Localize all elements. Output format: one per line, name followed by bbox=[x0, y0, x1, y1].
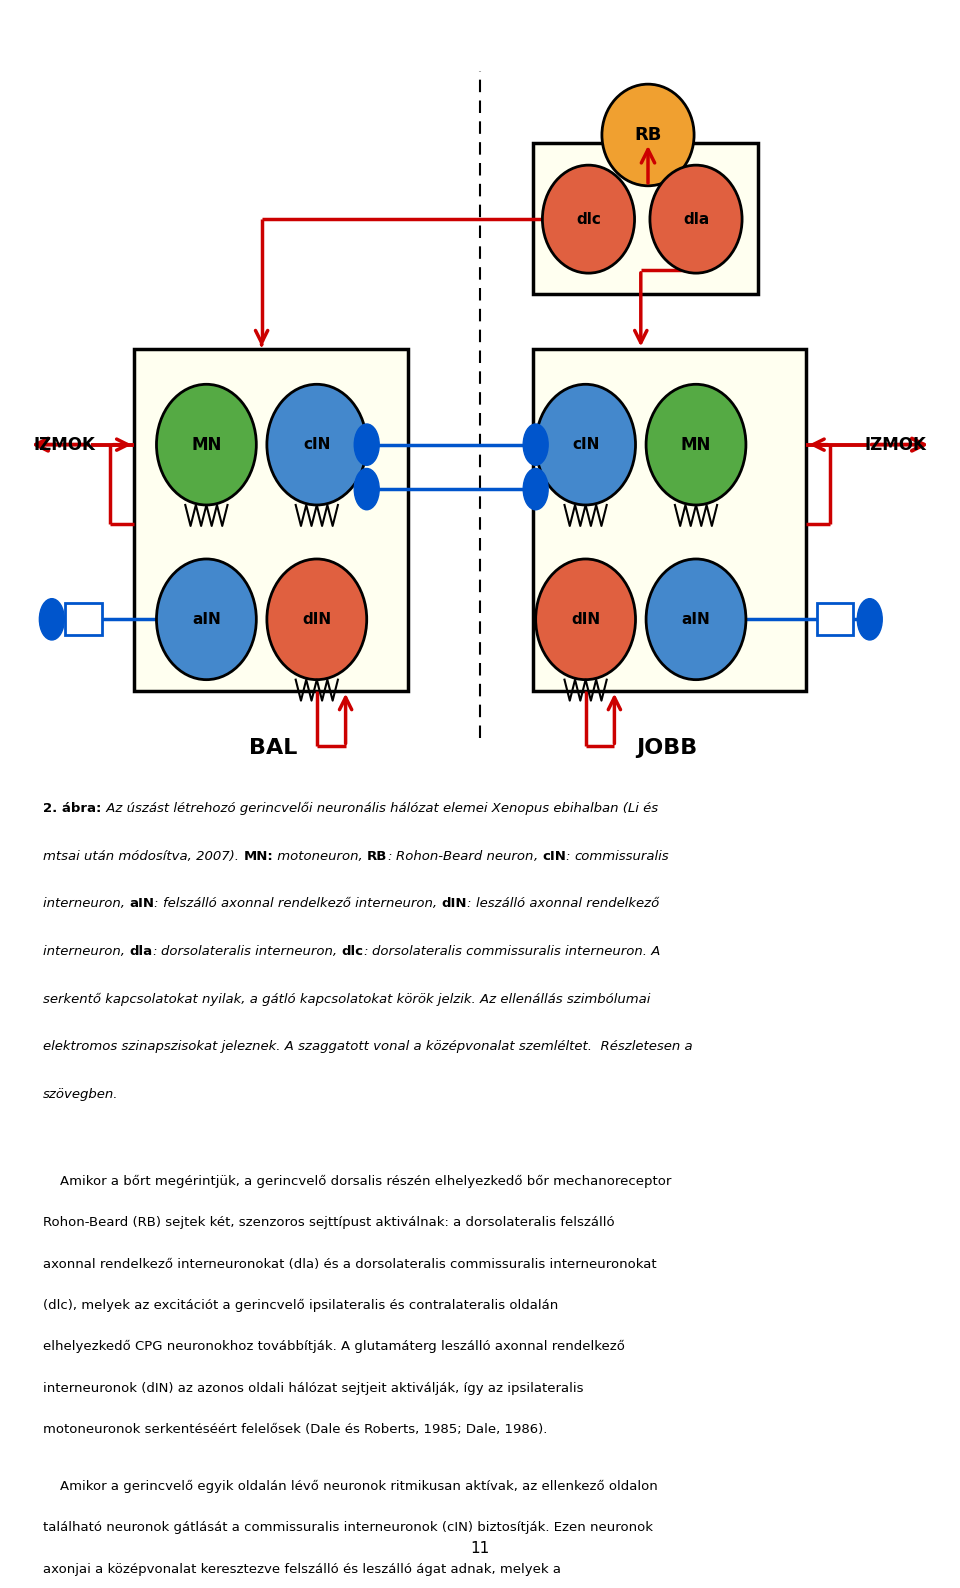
Text: leszálló axonnal rendelkező: leszálló axonnal rendelkező bbox=[476, 897, 660, 910]
Ellipse shape bbox=[267, 384, 367, 505]
Text: Az úszást létrehozó gerincvelői neuronális hálózat elemei Xenopus ebihalban (Li : Az úszást létrehozó gerincvelői neuronál… bbox=[102, 802, 658, 815]
Text: :: : bbox=[364, 945, 372, 958]
Text: elektromos szinapszisokat jeleznek. A szaggatott vonal a középvonalat szemléltet: elektromos szinapszisokat jeleznek. A sz… bbox=[43, 1040, 693, 1053]
Text: :: : bbox=[566, 850, 575, 862]
Bar bbox=[817, 603, 853, 635]
Ellipse shape bbox=[536, 559, 636, 680]
Ellipse shape bbox=[602, 84, 694, 186]
Text: dla: dla bbox=[683, 211, 709, 227]
Text: cIN: cIN bbox=[303, 437, 330, 453]
Text: MN: MN bbox=[191, 435, 222, 454]
Text: dorsolateralis commissuralis interneuron. A: dorsolateralis commissuralis interneuron… bbox=[372, 945, 660, 958]
Circle shape bbox=[354, 468, 379, 510]
Text: cIN: cIN bbox=[542, 850, 566, 862]
Text: serkentő kapcsolatokat nyilak, a gátló kapcsolatokat körök jelzik. Az ellenállás: serkentő kapcsolatokat nyilak, a gátló k… bbox=[43, 992, 651, 1005]
Text: aIN: aIN bbox=[682, 611, 710, 627]
Text: Amikor a bőrt megérintjük, a gerincvelő dorsalis részén elhelyezkedő bőr mechano: Amikor a bőrt megérintjük, a gerincvelő … bbox=[43, 1175, 672, 1188]
Text: dorsolateralis interneuron,: dorsolateralis interneuron, bbox=[161, 945, 342, 958]
Text: interneuronok (dIN) az azonos oldali hálózat sejtjeit aktiválják, így az ipsilat: interneuronok (dIN) az azonos oldali hál… bbox=[43, 1382, 584, 1394]
Bar bbox=[65, 603, 102, 635]
Text: Rohon-Beard neuron: Rohon-Beard neuron bbox=[396, 850, 534, 862]
Text: 2. ábra:: 2. ábra: bbox=[43, 802, 102, 815]
Text: mtsai után módosítva, 2007).: mtsai után módosítva, 2007). bbox=[43, 850, 244, 862]
Circle shape bbox=[39, 599, 64, 640]
Text: (dlc), melyek az excitációt a gerincvelő ipsilateralis és contralateralis oldalá: (dlc), melyek az excitációt a gerincvelő… bbox=[43, 1299, 559, 1312]
Text: RB: RB bbox=[635, 125, 661, 145]
Text: dIN: dIN bbox=[571, 611, 600, 627]
Text: felszálló axonnal rendelkező interneuron,: felszálló axonnal rendelkező interneuron… bbox=[163, 897, 442, 910]
Text: 11: 11 bbox=[470, 1540, 490, 1556]
Text: interneuron,: interneuron, bbox=[43, 897, 130, 910]
Text: Amikor a gerincvelő egyik oldalán lévő neuronok ritmikusan aktívak, az ellenkező: Amikor a gerincvelő egyik oldalán lévő n… bbox=[43, 1480, 658, 1493]
Text: BAL: BAL bbox=[250, 738, 298, 759]
Text: motoneuron,: motoneuron, bbox=[274, 850, 368, 862]
Text: :: : bbox=[155, 897, 163, 910]
Ellipse shape bbox=[542, 165, 635, 273]
Text: dlc: dlc bbox=[576, 211, 601, 227]
Text: dIN: dIN bbox=[302, 611, 331, 627]
Circle shape bbox=[523, 468, 548, 510]
Text: Rohon-Beard (RB) sejtek két, szenzoros sejttípust aktiválnak: a dorsolateralis f: Rohon-Beard (RB) sejtek két, szenzoros s… bbox=[43, 1216, 614, 1229]
Text: axonjai a középvonalat keresztezve felszálló és leszálló ágat adnak, melyek a: axonjai a középvonalat keresztezve felsz… bbox=[43, 1563, 562, 1575]
Text: :: : bbox=[388, 850, 396, 862]
Circle shape bbox=[354, 424, 379, 465]
Circle shape bbox=[857, 599, 882, 640]
Text: :: : bbox=[153, 945, 161, 958]
Text: MN:: MN: bbox=[244, 850, 274, 862]
Text: szövegben.: szövegben. bbox=[43, 1088, 119, 1100]
Text: IZMOK: IZMOK bbox=[865, 435, 926, 454]
Text: commissuralis: commissuralis bbox=[575, 850, 669, 862]
Ellipse shape bbox=[156, 384, 256, 505]
Ellipse shape bbox=[646, 384, 746, 505]
Text: RB: RB bbox=[367, 850, 388, 862]
Ellipse shape bbox=[650, 165, 742, 273]
Ellipse shape bbox=[646, 559, 746, 680]
Ellipse shape bbox=[156, 559, 256, 680]
Ellipse shape bbox=[267, 559, 367, 680]
Ellipse shape bbox=[536, 384, 636, 505]
Text: ,: , bbox=[534, 850, 542, 862]
Text: motoneuronok serkentéséért felelősek (Dale és Roberts, 1985; Dale, 1986).: motoneuronok serkentéséért felelősek (Da… bbox=[43, 1423, 547, 1436]
Circle shape bbox=[523, 424, 548, 465]
Text: dIN: dIN bbox=[442, 897, 468, 910]
Bar bbox=[134, 349, 408, 691]
Text: cIN: cIN bbox=[572, 437, 599, 453]
Text: interneuron,: interneuron, bbox=[43, 945, 130, 958]
Text: dla: dla bbox=[130, 945, 153, 958]
Text: található neuronok gátlását a commissuralis interneuronok (cIN) biztosítják. Eze: található neuronok gátlását a commissura… bbox=[43, 1521, 653, 1534]
Text: aIN: aIN bbox=[130, 897, 155, 910]
Bar bbox=[533, 143, 758, 294]
Text: :: : bbox=[468, 897, 476, 910]
Text: axonnal rendelkező interneuronokat (dla) és a dorsolateralis commissuralis inter: axonnal rendelkező interneuronokat (dla)… bbox=[43, 1258, 657, 1270]
Text: IZMOK: IZMOK bbox=[34, 435, 95, 454]
Text: MN: MN bbox=[681, 435, 711, 454]
Text: dlc: dlc bbox=[342, 945, 364, 958]
Text: elhelyezkedő CPG neuronokhoz továbbítják. A glutamáterg leszálló axonnal rendelk: elhelyezkedő CPG neuronokhoz továbbítják… bbox=[43, 1340, 625, 1353]
Text: aIN: aIN bbox=[192, 611, 221, 627]
Bar bbox=[533, 349, 806, 691]
Text: JOBB: JOBB bbox=[636, 738, 698, 759]
